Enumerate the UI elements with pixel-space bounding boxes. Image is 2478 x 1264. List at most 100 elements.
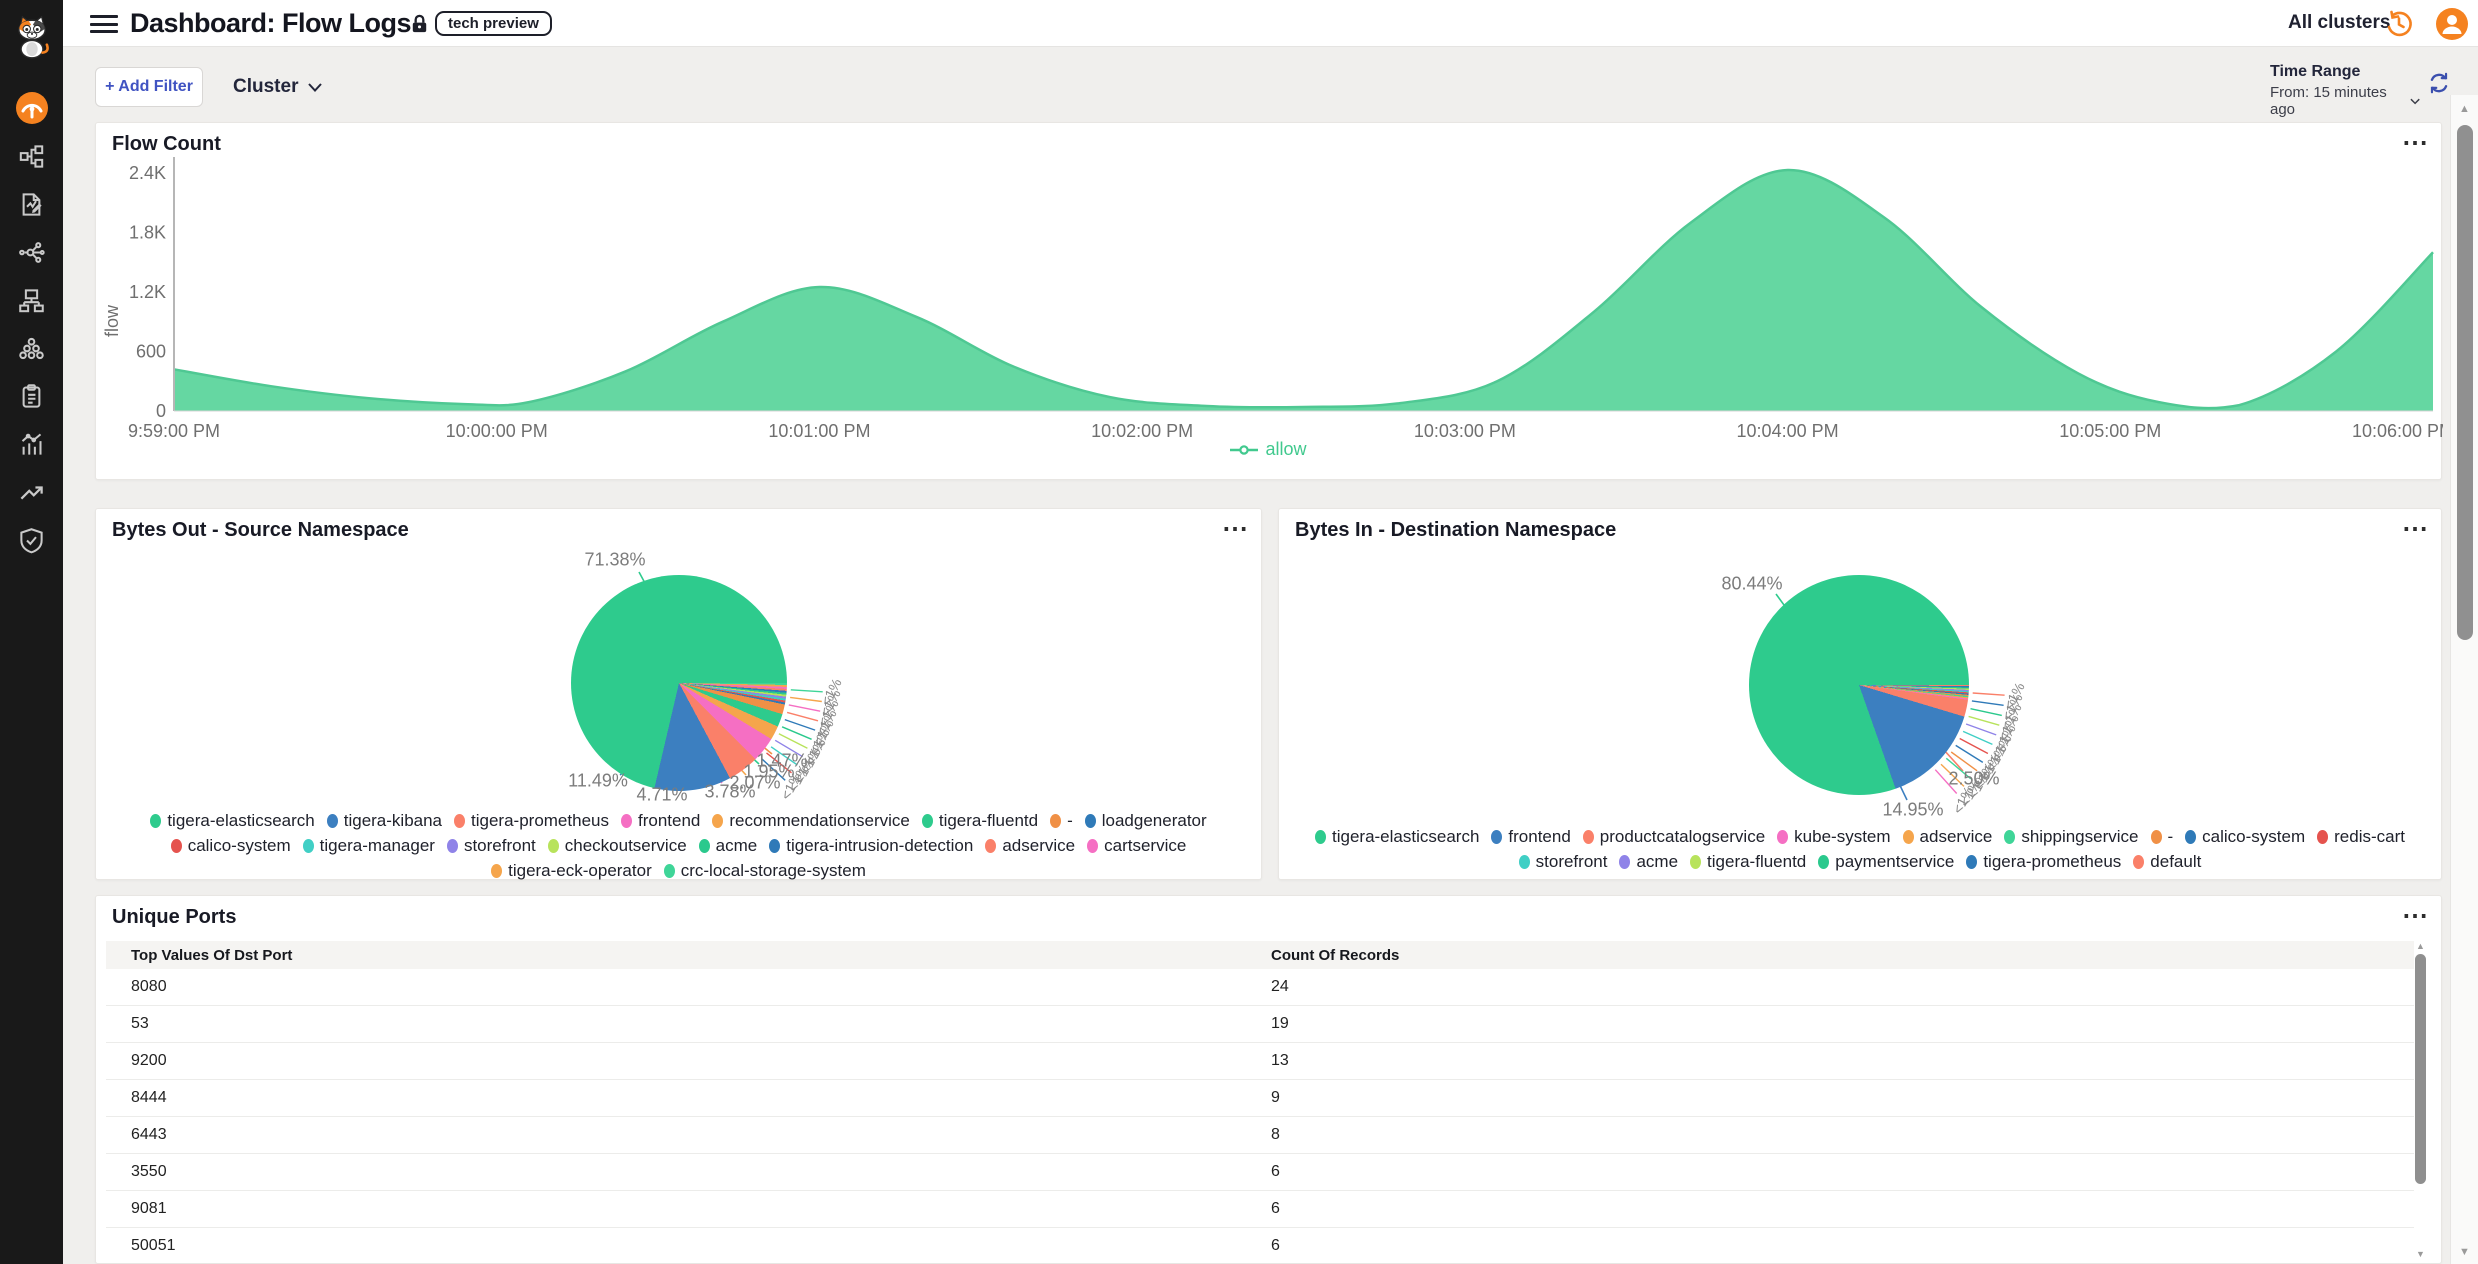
pie-slice-label: 3.78% <box>704 781 756 802</box>
legend-item[interactable]: tigera-intrusion-detection <box>769 836 973 856</box>
sidebar-item-trends[interactable] <box>0 468 63 516</box>
legend-item[interactable]: adservice <box>985 836 1075 856</box>
ellipsis-icon: ⋯ <box>1222 513 1249 543</box>
legend-label: adservice <box>1919 827 1993 846</box>
pie-chart[interactable] <box>1749 575 1969 795</box>
cat-logo-icon <box>17 15 49 59</box>
pie-slice-label: 4.71% <box>636 784 688 805</box>
cell-count: 24 <box>1271 978 1289 995</box>
time-range-value: From: 15 minutes ago <box>2270 84 2387 118</box>
legend-swatch <box>769 839 781 853</box>
flow-chart-svg[interactable]: 0 600 1.2K 1.8K 2.4K 9:59:00 PM 10:00:00 PM 10:… <box>96 123 2443 463</box>
table-row: 8444 9 <box>106 1080 2414 1117</box>
legend-item[interactable]: acme <box>698 836 757 856</box>
y-tick-label: 600 <box>136 342 166 362</box>
legend-item[interactable]: storefront <box>446 836 536 856</box>
legend-item[interactable]: productcatalogservice <box>1582 827 1765 847</box>
legend-label: tigera-elasticsearch <box>167 811 315 830</box>
sidebar-item-compliance[interactable] <box>0 372 63 420</box>
scroll-down-icon[interactable]: ▼ <box>2416 1249 2425 1259</box>
legend-item[interactable]: acme <box>1619 852 1678 872</box>
page-scrollbar-thumb[interactable] <box>2457 125 2473 640</box>
legend-item[interactable]: redis-cart <box>2317 827 2405 847</box>
panel-menu-button[interactable]: ⋯ <box>2402 127 2429 158</box>
legend-item[interactable]: cartservice <box>1087 836 1186 856</box>
legend-swatch <box>302 839 314 853</box>
sidebar-item-threat-defense[interactable] <box>0 516 63 564</box>
table-row: 3550 6 <box>106 1154 2414 1191</box>
x-tick-label: 10:05:00 PM <box>2059 421 2161 441</box>
pie-legend: tigera-elasticsearch tigera-kibana tigera-… <box>119 811 1239 881</box>
legend-item[interactable]: recommendationservice <box>712 811 910 831</box>
cluster-scope-label[interactable]: All clusters <box>2288 12 2391 33</box>
legend-item[interactable]: storefront <box>1518 852 1608 872</box>
legend-item[interactable]: calico-system <box>2185 827 2305 847</box>
legend-item[interactable]: frontend <box>620 811 700 831</box>
legend-item[interactable]: default <box>2133 852 2201 872</box>
legend-item[interactable]: tigera-manager <box>302 836 435 856</box>
scroll-down-icon[interactable]: ▼ <box>2459 1246 2470 1258</box>
table-scrollbar-thumb[interactable] <box>2415 954 2426 1184</box>
legend-swatch <box>547 839 559 853</box>
legend-item[interactable]: frontend <box>1491 827 1571 847</box>
legend-item[interactable]: shippingservice <box>2004 827 2139 847</box>
legend-label: default <box>2150 852 2202 871</box>
legend-label: - <box>2167 827 2174 846</box>
legend-swatch <box>663 864 675 878</box>
legend-swatch <box>1690 855 1702 869</box>
panel-menu-button[interactable]: ⋯ <box>2402 513 2429 544</box>
sidebar-item-dashboard[interactable] <box>0 84 63 132</box>
legend-item[interactable]: adservice <box>1902 827 1993 847</box>
user-avatar-icon[interactable] <box>2435 7 2469 46</box>
legend-item[interactable]: loadgenerator <box>1084 811 1207 831</box>
legend-item[interactable]: crc-local-storage-system <box>663 861 866 881</box>
calico-cat-logo[interactable] <box>0 8 63 64</box>
refresh-icon[interactable] <box>2426 70 2452 101</box>
menu-toggle-button[interactable] <box>90 15 118 33</box>
legend-item[interactable]: - <box>2150 827 2174 847</box>
scroll-up-icon[interactable]: ▲ <box>2459 103 2470 115</box>
cluster-dropdown[interactable]: Cluster <box>233 67 323 107</box>
page-scrollbar[interactable]: ▲ ▼ <box>2450 95 2478 1264</box>
legend-item[interactable]: calico-system <box>170 836 291 856</box>
time-range-control[interactable]: Time Range From: 15 minutes ago <box>2270 63 2420 118</box>
table-row: 9081 6 <box>106 1191 2414 1228</box>
panel-menu-button[interactable]: ⋯ <box>1222 513 1249 544</box>
sidebar-item-policies[interactable] <box>0 180 63 228</box>
legend-swatch <box>985 839 997 853</box>
legend-item[interactable]: tigera-fluentd <box>1690 852 1806 872</box>
legend-item[interactable]: tigera-prometheus <box>1966 852 2121 872</box>
sidebar-item-network-sets[interactable] <box>0 276 63 324</box>
lock-icon <box>408 12 431 41</box>
legend-item[interactable]: paymentservice <box>1818 852 1954 872</box>
sidebar-item-service-graph[interactable] <box>0 132 63 180</box>
pie-chart[interactable] <box>571 575 787 791</box>
legend-label: tigera-eck-operator <box>508 861 652 880</box>
sidebar-item-nodes[interactable] <box>0 228 63 276</box>
legend-item[interactable]: tigera-elasticsearch <box>150 811 315 831</box>
column-header-count: Count Of Records <box>1271 947 1400 964</box>
legend-item[interactable]: kube-system <box>1777 827 1891 847</box>
chevron-down-icon <box>2410 98 2420 104</box>
legend-item[interactable]: tigera-elasticsearch <box>1315 827 1479 847</box>
sidebar-item-workloads[interactable] <box>0 324 63 372</box>
table-scrollbar[interactable]: ▲ ▼ <box>2414 941 2427 1259</box>
flow-legend-allow[interactable]: allow <box>96 439 2441 460</box>
sidebar-item-activity[interactable] <box>0 420 63 468</box>
legend-item[interactable]: - <box>1050 811 1073 831</box>
legend-item[interactable]: tigera-prometheus <box>454 811 609 831</box>
dashboard-gauge-icon <box>15 92 48 124</box>
legend-label: storefront <box>463 836 536 855</box>
legend-label: storefront <box>1535 852 1608 871</box>
history-icon[interactable] <box>2383 8 2415 45</box>
legend-item[interactable]: checkoutservice <box>547 836 687 856</box>
legend-item[interactable]: tigera-eck-operator <box>491 861 652 881</box>
scroll-up-icon[interactable]: ▲ <box>2416 941 2425 951</box>
y-tick-label: 1.8K <box>129 223 166 243</box>
legend-swatch <box>491 864 503 878</box>
legend-item[interactable]: tigera-kibana <box>326 811 442 831</box>
legend-swatch <box>150 814 162 828</box>
panel-menu-button[interactable]: ⋯ <box>2402 900 2429 931</box>
legend-item[interactable]: tigera-fluentd <box>921 811 1038 831</box>
add-filter-button[interactable]: + Add Filter <box>95 67 203 107</box>
